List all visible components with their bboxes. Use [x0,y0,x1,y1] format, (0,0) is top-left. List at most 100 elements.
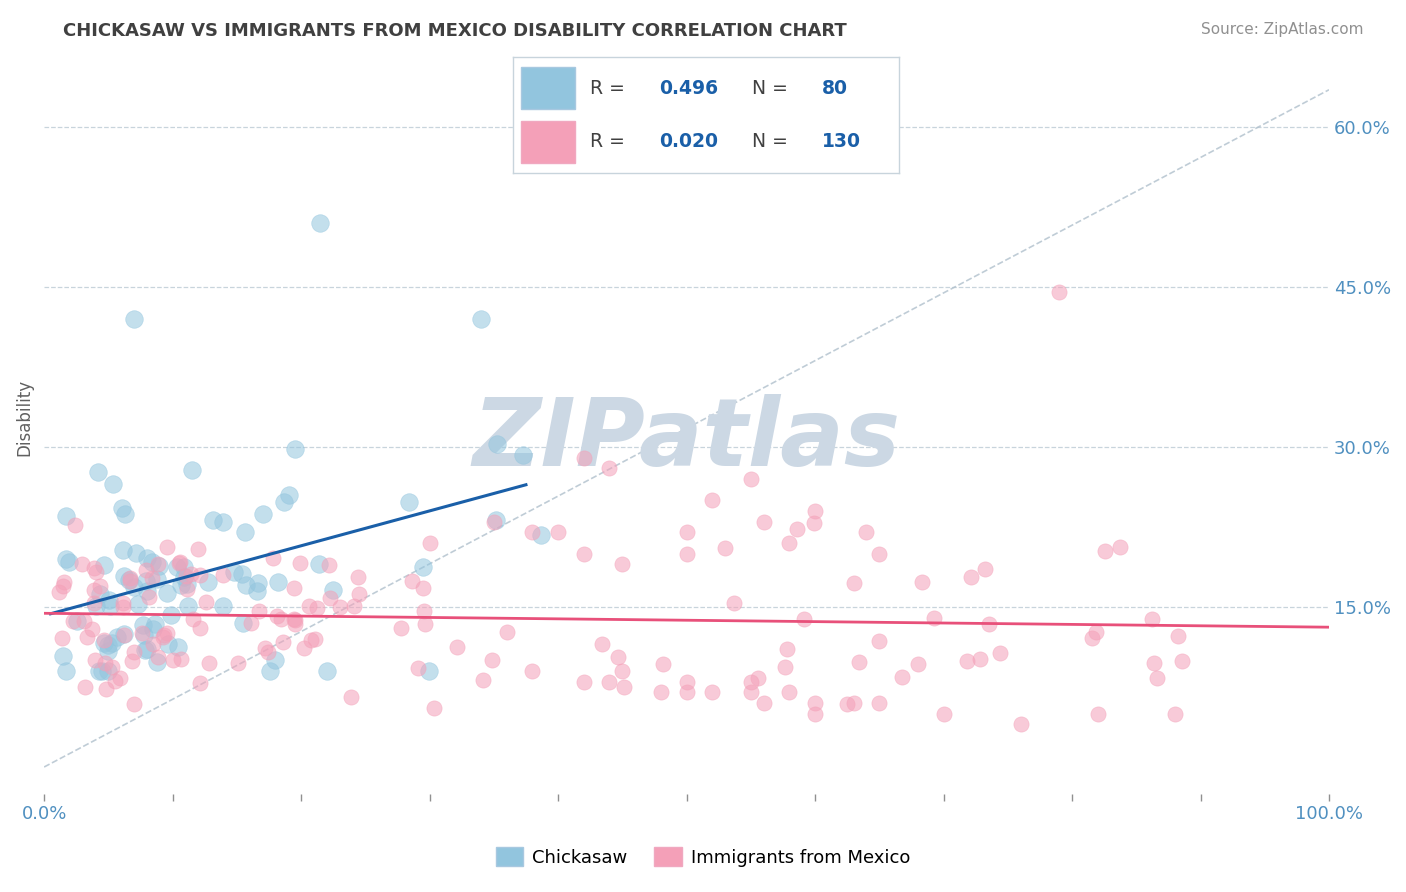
Point [309,216,332,230]
Point [120,570,142,584]
Point [55,664,77,678]
Point [146,655,169,669]
Point [842,696,865,710]
Point [304,632,326,647]
Point [98,599,121,613]
Point [422,701,444,715]
Point [1085,624,1108,639]
Point [124,645,146,659]
Point [51,631,73,645]
Point [62,614,84,628]
Legend: Chickasaw, Immigrants from Mexico: Chickasaw, Immigrants from Mexico [489,840,917,874]
Point [340,690,363,705]
Point [305,600,328,615]
Point [907,657,929,671]
Point [177,599,200,614]
Point [86,465,108,479]
Point [84,565,107,579]
Point [315,664,337,678]
Point [247,604,270,618]
Point [188,621,211,635]
Point [145,572,167,586]
Point [547,525,569,540]
Point [120,574,142,588]
Point [284,617,307,632]
Point [299,632,322,647]
Point [83,583,105,598]
Text: ZIPatlas: ZIPatlas [472,394,901,486]
Point [910,575,932,590]
Point [167,557,190,571]
Point [412,604,434,618]
Point [486,437,509,451]
Point [111,500,134,515]
Point [58,555,80,569]
Point [484,514,506,528]
Point [612,558,634,572]
Point [283,612,305,626]
Point [1010,717,1032,731]
Point [271,635,294,649]
Point [283,581,305,595]
Point [97,638,120,652]
Point [212,515,235,529]
Point [891,670,914,684]
Point [522,525,544,540]
Point [136,642,159,657]
Point [922,611,945,625]
Point [675,525,697,540]
Point [176,582,198,597]
Point [104,674,127,689]
Point [55,552,77,566]
Point [76,630,98,644]
Point [112,628,135,642]
Point [122,312,145,326]
Point [318,558,340,572]
Point [1081,632,1104,646]
Point [591,637,613,651]
Point [308,558,330,572]
Point [89,579,111,593]
Point [675,547,697,561]
Point [572,547,595,561]
Point [804,706,827,721]
Point [273,494,295,508]
Point [122,697,145,711]
Point [974,562,997,576]
Point [472,673,495,687]
Point [224,566,246,580]
Point [48,585,70,599]
Point [114,507,136,521]
Point [173,570,195,584]
Point [284,442,307,457]
Point [702,493,724,508]
Point [141,571,163,585]
Point [347,570,370,584]
Point [93,635,115,649]
Point [66,614,89,628]
Point [105,630,128,644]
Point [607,650,630,665]
Point [932,706,955,721]
Point [122,580,145,594]
Point [1143,656,1166,670]
Point [776,641,799,656]
Point [235,578,257,592]
Point [651,657,673,671]
Point [176,577,198,591]
Point [187,542,209,557]
Point [97,664,120,678]
Point [804,504,827,518]
Point [135,574,157,588]
Point [93,656,115,670]
Point [198,656,221,670]
Point [1047,285,1070,300]
Point [173,560,195,574]
Point [412,581,434,595]
Point [512,448,534,462]
Point [612,664,634,678]
Point [231,566,253,581]
Point [121,654,143,668]
Point [135,584,157,599]
Point [778,685,800,699]
